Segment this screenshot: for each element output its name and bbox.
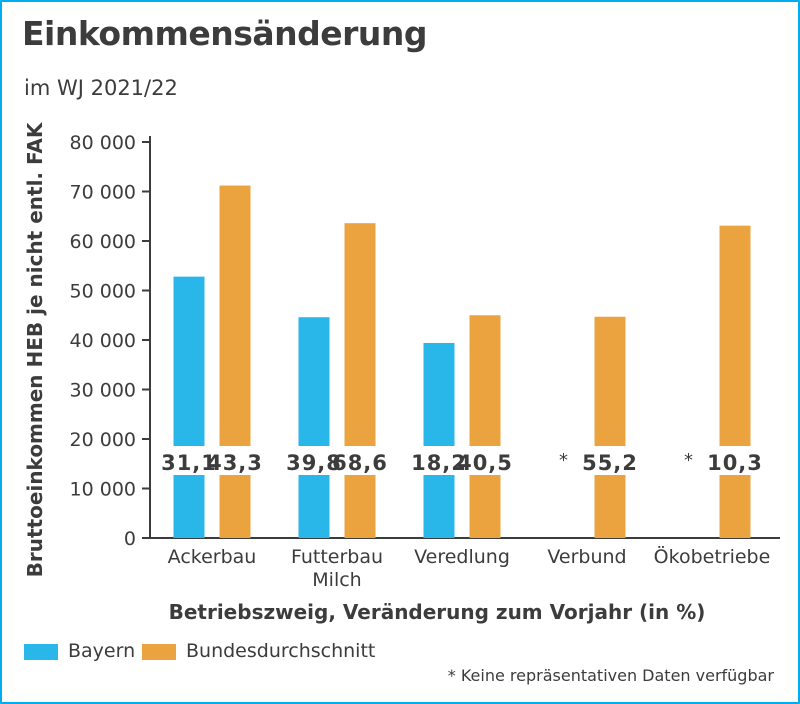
y-tick-label: 0	[124, 528, 136, 550]
change-label: 43,3	[207, 451, 263, 475]
footnote: * Keine repräsentativen Daten verfügbar	[447, 666, 774, 685]
change-label: 68,6	[332, 451, 388, 475]
x-tick-label: Ökobetriebe	[654, 545, 771, 568]
y-tick-label: 60 000	[70, 231, 136, 253]
page-title: Einkommensänderung	[22, 14, 428, 53]
change-label: *	[684, 450, 694, 471]
change-label: 39,8	[286, 451, 342, 475]
x-tick-label: Milch	[312, 569, 361, 591]
y-tick-label: 30 000	[70, 380, 136, 402]
y-axis-label: Bruttoeinkommen HEB je nicht entl. FAK	[23, 121, 47, 577]
bar-bayern	[298, 317, 330, 538]
y-tick-label: 10 000	[70, 479, 136, 501]
change-label-band	[152, 446, 780, 475]
change-label: 31,1	[161, 451, 217, 475]
y-tick-label: 40 000	[70, 330, 136, 352]
x-tick-label: Verbund	[547, 546, 626, 568]
change-label: 10,3	[707, 451, 763, 475]
y-tick-label: 80 000	[70, 132, 136, 154]
change-label: *	[559, 450, 569, 471]
page-subtitle: im WJ 2021/22	[24, 76, 178, 100]
y-tick-label: 70 000	[70, 182, 136, 204]
bar-bundesdurchschnitt	[594, 316, 626, 538]
bar-bayern	[173, 276, 205, 538]
change-label: 40,5	[457, 451, 513, 475]
x-tick-label: Ackerbau	[168, 546, 257, 568]
bar-bundesdurchschnitt	[219, 185, 251, 538]
y-tick-label: 20 000	[70, 429, 136, 451]
change-label: 18,2	[411, 451, 467, 475]
legend-label-bundesdurchschnitt: Bundesdurchschnitt	[186, 640, 376, 662]
legend-label-bayern: Bayern	[68, 640, 136, 662]
change-label: 55,2	[582, 451, 638, 475]
bar-bayern	[423, 342, 455, 538]
legend-swatch-bayern	[24, 644, 58, 660]
y-tick-label: 50 000	[70, 281, 136, 303]
legend-swatch-bundesdurchschnitt	[142, 644, 176, 660]
x-tick-label: Futterbau	[291, 546, 383, 568]
bar-bundesdurchschnitt	[469, 315, 501, 538]
bar-bundesdurchschnitt	[344, 223, 376, 538]
x-axis-label: Betriebszweig, Veränderung zum Vorjahr (…	[169, 600, 706, 624]
x-tick-label: Veredlung	[414, 546, 510, 568]
bar-bundesdurchschnitt	[719, 225, 751, 538]
